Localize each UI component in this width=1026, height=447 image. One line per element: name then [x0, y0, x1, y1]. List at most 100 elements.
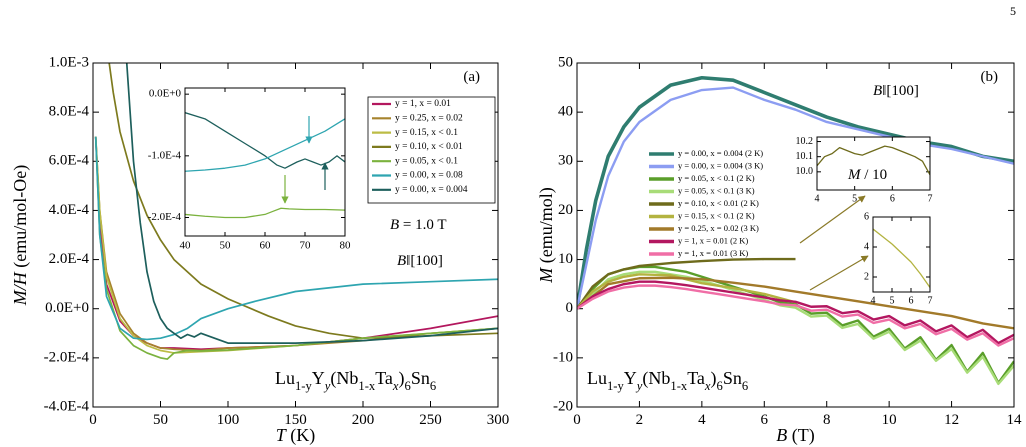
- data-line: [108, 63, 498, 340]
- text-part: B: [397, 253, 406, 269]
- page-number: 5: [1010, 4, 1016, 18]
- y-tick-label: 0: [566, 300, 574, 316]
- x-tick-label: 150: [284, 412, 307, 428]
- y-axis-label: M/H (emu/mol-Oe): [10, 165, 31, 306]
- y-tick-label: 10.1: [796, 151, 814, 162]
- legend-label: y = 0.25, x = 0.02 (3 K): [678, 223, 759, 233]
- plot-frame: [816, 136, 931, 191]
- annotation: M / 10: [847, 167, 887, 183]
- y-tick-label: 6: [864, 211, 869, 222]
- y-tick-label: -4.0E-4: [44, 398, 90, 414]
- legend-label: y = 0.15, x < 0.1: [395, 128, 458, 138]
- y-tick-label: 6.0E-4: [49, 153, 90, 169]
- x-tick-label: 250: [419, 412, 442, 428]
- y-tick-label: 10.0: [796, 166, 814, 177]
- x-tick-label: 2: [636, 412, 644, 428]
- legend-label: y = 0.00, x = 0.004 (2 K): [678, 148, 763, 158]
- panel: 4 5 6 7 2 4 6: [864, 211, 933, 306]
- text-part: (T): [787, 425, 814, 446]
- data-line: [577, 280, 1014, 345]
- data-line: [577, 273, 796, 310]
- text-part: (emu/mol): [536, 187, 557, 267]
- text-part: 6: [430, 379, 436, 393]
- y-tick-label: 4.0E-4: [49, 202, 90, 218]
- text-part: Lu: [587, 368, 607, 388]
- text-part: T: [276, 425, 288, 445]
- y-tick-label: 2: [864, 271, 869, 282]
- x-tick-label: 50: [153, 412, 168, 428]
- inset-background: [873, 217, 930, 292]
- text-part: y: [635, 379, 643, 393]
- legend-label: y = 1, x = 0.01 (3 K): [678, 248, 748, 258]
- legend-label: y = 0.10, x < 0.01: [395, 142, 463, 152]
- x-tick-label: 100: [217, 412, 240, 428]
- x-tick-label: 10: [882, 412, 897, 428]
- y-tick-label: 50: [558, 54, 573, 70]
- y-tick-label: -2.0E-4: [44, 349, 90, 365]
- legend-label: y = 1, x = 0.01 (2 K): [678, 235, 748, 245]
- x-tick-label: 6: [890, 193, 895, 204]
- x-tick-label: 40: [180, 239, 192, 251]
- legend: y = 1, x = 0.01 y = 0.25, x = 0.02 y = 0.1…: [367, 96, 496, 204]
- x-tick-label: 200: [352, 412, 375, 428]
- text-part: Sn: [411, 368, 430, 388]
- text-part: Ta: [687, 368, 705, 388]
- y-tick-label: 30: [558, 153, 573, 169]
- panel: 0 50 100 150 200 250 300 -4.0E-4 -2.0E-4 0.0E+0 2.…: [10, 54, 509, 446]
- x-tick-label: 7: [928, 193, 933, 204]
- text-part: (K): [286, 425, 316, 446]
- text-part: M/H: [10, 271, 30, 306]
- text-part: (Nb: [642, 368, 670, 389]
- x-tick-label: 4: [871, 295, 876, 306]
- text-part: (emu/mol-Oe): [10, 165, 31, 272]
- y-tick-label: 10: [558, 251, 573, 267]
- data-line: [185, 118, 345, 172]
- text-part: Sn: [723, 368, 742, 388]
- x-tick-label: 0: [89, 412, 97, 428]
- x-tick-label: 4: [815, 193, 820, 204]
- legend-label: y = 0.25, x = 0.02: [395, 113, 463, 123]
- x-tick-label: 5: [852, 193, 857, 204]
- data-line: [577, 257, 796, 310]
- legend-label: y = 0.00, x = 0.004 (3 K): [678, 160, 763, 170]
- text-part: ): [399, 368, 405, 389]
- y-axis-label: M (emu/mol): [536, 187, 557, 283]
- y-tick-label: 1.0E-3: [49, 54, 89, 70]
- x-tick-label: 50: [220, 239, 232, 251]
- formula: Lu1-yYy(Nb1-xTax)6Sn6: [587, 368, 748, 393]
- y-tick-label: -10: [553, 349, 573, 365]
- formula: Lu1-yYy(Nb1-xTax)6Sn6: [275, 368, 436, 393]
- x-tick-label: 7: [928, 295, 933, 306]
- arrow: [799, 195, 866, 244]
- text-part: ‖[100]: [406, 253, 443, 269]
- x-tick-label: 0: [573, 412, 581, 428]
- text-part: (a): [463, 69, 480, 85]
- panel: 0 2 4 6 8 10 12 14 -20 -10 0 10 20 30 40 50 B (T) M (emu/…: [536, 54, 1022, 446]
- arrow: [809, 255, 869, 291]
- text-part: 6: [742, 379, 748, 393]
- y-tick-label: 2.0E-4: [49, 251, 90, 267]
- text-part: x: [392, 379, 399, 393]
- panel: 40 50 60 70 80 0.0E+0 -1.0E-4 -2.0E-4: [148, 87, 352, 251]
- text-part: M: [847, 167, 862, 183]
- text-part: ): [711, 368, 717, 389]
- y-tick-label: 0.0E+0: [45, 300, 89, 316]
- y-tick-label: 40: [558, 104, 573, 120]
- text-part: (Nb: [330, 368, 358, 389]
- legend-box: [367, 96, 496, 204]
- y-tick-label: -2.0E-4: [148, 211, 182, 223]
- plot-frame: [576, 62, 1015, 408]
- text-part: (b): [981, 69, 999, 85]
- y-tick-label: -20: [553, 398, 573, 414]
- x-tick-label: 14: [1007, 412, 1023, 428]
- x-tick-label: 80: [340, 239, 352, 251]
- legend-label: y = 1, x = 0.01: [395, 99, 451, 109]
- x-axis-label: B (T): [776, 425, 814, 446]
- text-part: B: [776, 425, 787, 445]
- x-tick-label: 70: [300, 239, 312, 251]
- plot-frame: [92, 62, 499, 408]
- data-line: [577, 265, 1014, 385]
- y-tick-label: 20: [558, 202, 573, 218]
- text-part: 1-y: [607, 379, 624, 393]
- annotation: B = 1.0 T: [390, 217, 447, 233]
